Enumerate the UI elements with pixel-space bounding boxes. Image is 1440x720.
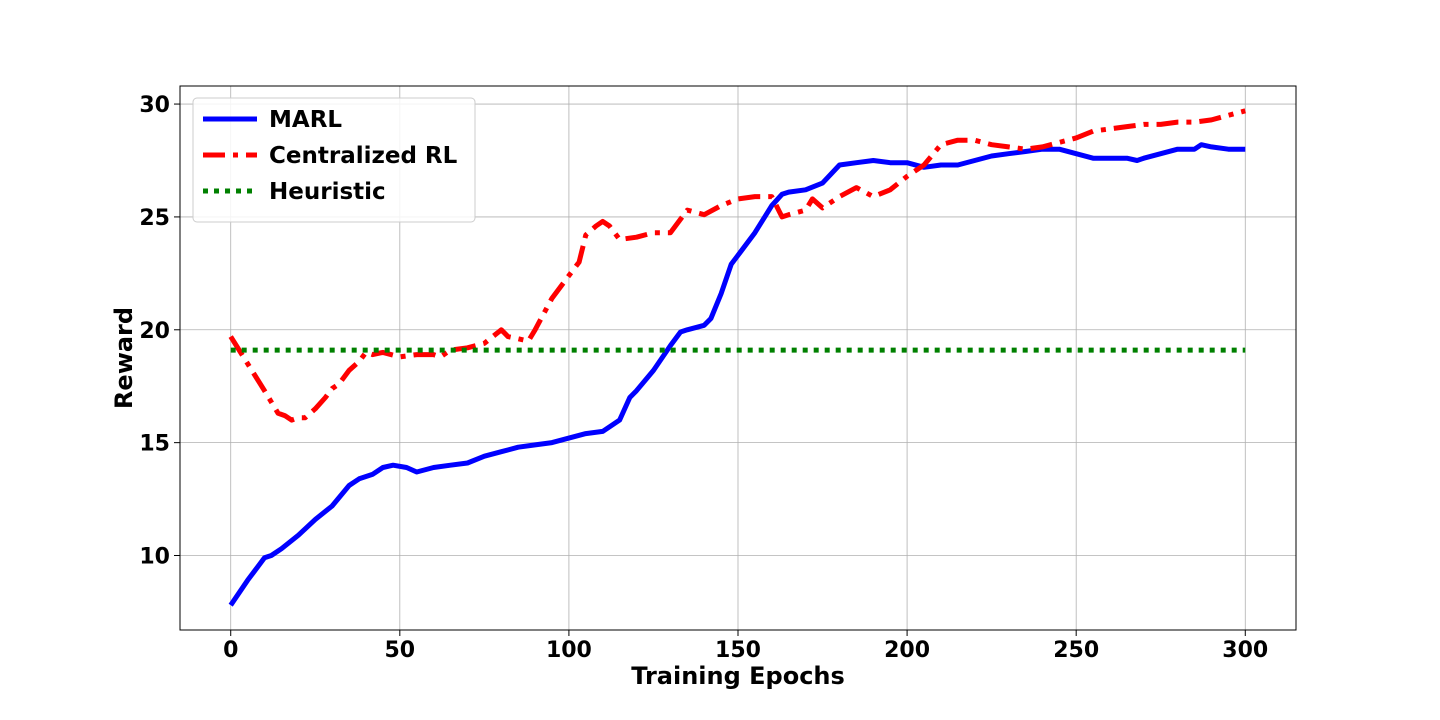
- legend-box: [192, 97, 476, 223]
- axis-ticks: 0 50 100 150 200 250 300 10 15 20 25 30: [139, 93, 1268, 663]
- y-tick-label: 15: [139, 432, 170, 457]
- x-tick-label: 100: [546, 638, 592, 663]
- y-tick-label: 10: [139, 545, 170, 570]
- series-line-1: [228, 108, 1246, 423]
- legend-label: Heuristic: [269, 179, 386, 205]
- x-tick-label: 250: [1053, 638, 1099, 663]
- legend-label: Centralized RL: [269, 143, 458, 169]
- legend: MARL Centralized RL Heuristic: [192, 97, 476, 223]
- x-tick-label: 300: [1222, 638, 1268, 663]
- x-tick-label: 0: [223, 638, 238, 663]
- series-lines: [228, 108, 1246, 607]
- y-axis-title: Reward: [110, 307, 138, 409]
- y-tick-label: 30: [139, 93, 170, 118]
- y-tick-label: 20: [139, 319, 170, 344]
- x-tick-label: 200: [884, 638, 930, 663]
- x-tick-label: 50: [385, 638, 416, 663]
- x-tick-label: 150: [715, 638, 761, 663]
- y-tick-label: 25: [139, 206, 170, 231]
- series-line-0: [228, 142, 1246, 607]
- legend-label: MARL: [269, 107, 342, 133]
- x-axis-title: Training Epochs: [631, 662, 845, 690]
